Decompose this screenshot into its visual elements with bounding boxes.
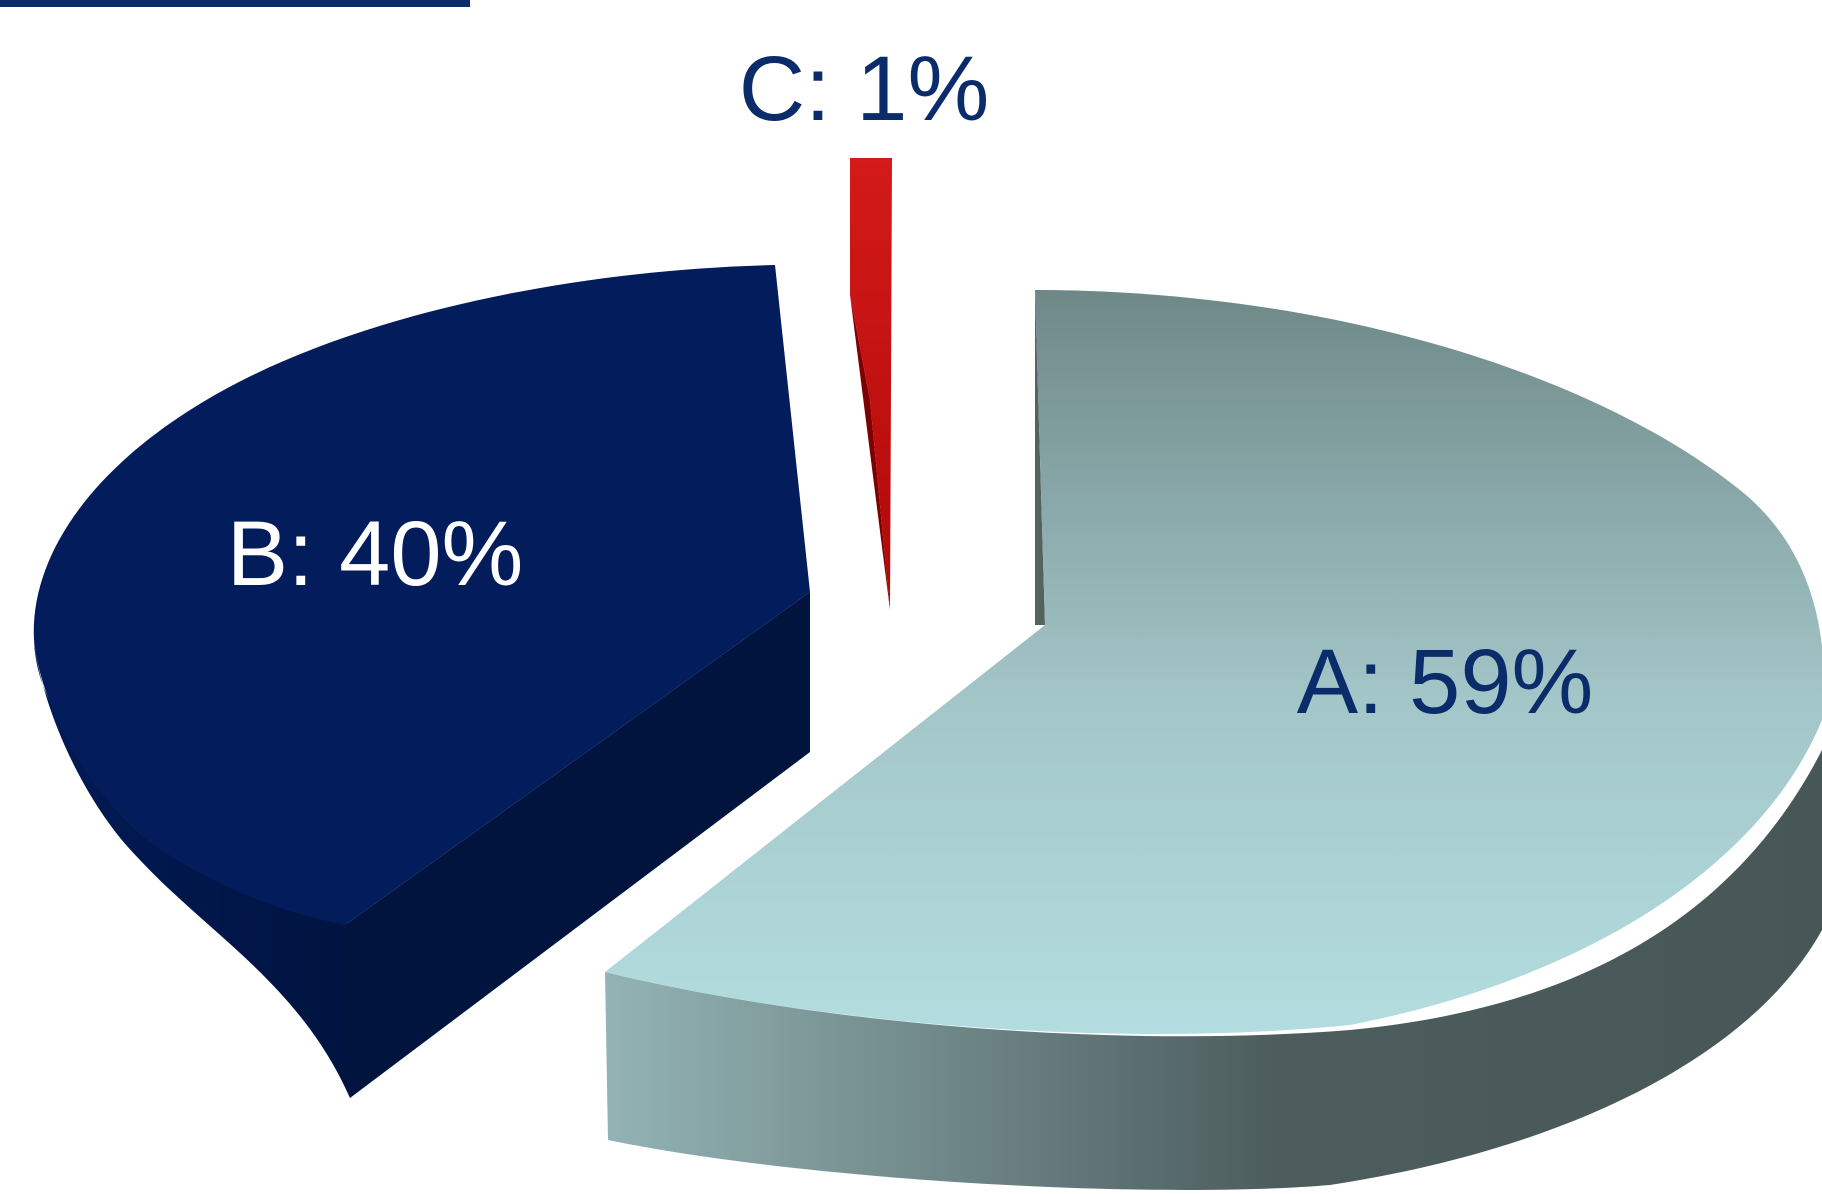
slice-label-b: B: 40%	[227, 503, 524, 605]
slice-a-top	[605, 290, 1822, 1035]
slice-b-side-cut	[345, 592, 810, 1098]
slice-c-top	[850, 158, 892, 610]
slice-c	[850, 158, 892, 610]
slice-b-top	[33, 265, 811, 925]
slice-c-side	[850, 295, 890, 610]
slice-label-a: A: 59%	[1297, 631, 1594, 733]
slice-b-side-outer	[34, 640, 350, 1098]
clipped-title-fragment	[0, 0, 470, 7]
slice-label-c: C: 1%	[739, 38, 990, 140]
slice-b	[33, 265, 811, 1098]
slice-a-side	[605, 750, 1822, 1190]
slice-a	[605, 290, 1822, 1190]
